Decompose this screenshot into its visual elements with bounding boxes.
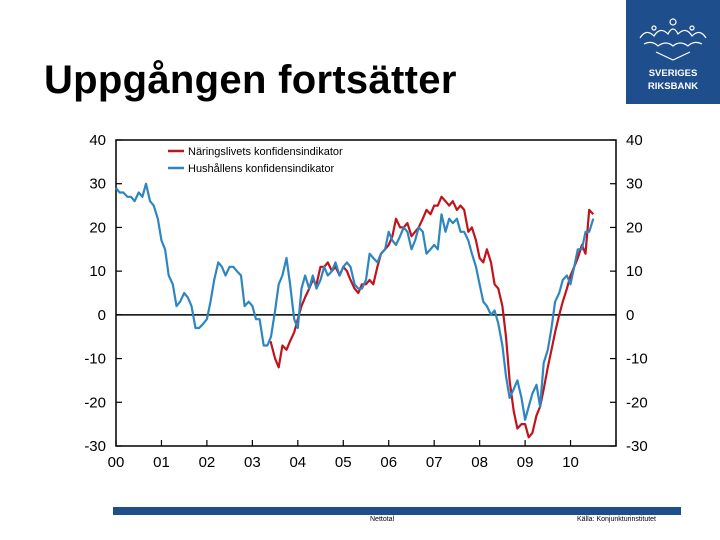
logo-text-line2: RIKSBANK: [648, 81, 698, 92]
x-tick-label: 01: [153, 454, 170, 471]
y-tick-label-left: 10: [89, 263, 106, 280]
chart-series: [115, 182, 595, 439]
y-tick-label-left: 20: [89, 219, 106, 236]
y-tick-label-right: 10: [626, 263, 643, 280]
y-tick-label-right: 20: [626, 219, 643, 236]
x-tick-label: 03: [244, 454, 261, 471]
series-line-naringsliv: [269, 195, 595, 439]
y-tick-label-right: -10: [626, 351, 648, 368]
crown-emblem-icon: [639, 18, 707, 61]
x-tick-label: 06: [380, 454, 397, 471]
x-tick-label: 04: [289, 454, 306, 471]
logo-background: [626, 0, 720, 104]
footer-bar: [113, 507, 681, 515]
y-tick-label-right: 40: [626, 132, 643, 149]
chart-axes: [115, 139, 617, 447]
y-tick-label-left: 0: [98, 307, 106, 324]
x-tick-label: 09: [517, 454, 534, 471]
legend-label: Näringslivets konfidensindikator: [188, 146, 343, 158]
y-tick-label-left: -20: [84, 394, 106, 411]
riksbank-logo: SVERIGES RIKSBANK: [626, 0, 720, 104]
x-tick-label: 08: [471, 454, 488, 471]
y-tick-label-right: -20: [626, 394, 648, 411]
y-tick-label-left: -10: [84, 351, 106, 368]
y-tick-label-left: 30: [89, 176, 106, 193]
x-tick-label: 07: [426, 454, 443, 471]
y-tick-label-right: 30: [626, 176, 643, 193]
unit-note: Nettotal: [370, 516, 395, 523]
chart-legend: Näringslivets konfidensindikator Hushålle…: [168, 146, 343, 175]
plot-frame: [115, 139, 617, 447]
legend-label: Hushållens konfidensindikator: [188, 163, 334, 175]
series-line-hushall: [115, 182, 595, 421]
x-tick-label: 05: [335, 454, 352, 471]
logo-text-line1: SVERIGES: [649, 68, 698, 79]
slide-title: Uppgången fortsätter: [44, 58, 457, 102]
y-tick-label-left: 40: [89, 132, 106, 149]
y-tick-label-right: 0: [626, 307, 634, 324]
x-tick-label: 02: [199, 454, 216, 471]
x-tick-label: 10: [562, 454, 579, 471]
y-tick-label-right: -30: [626, 438, 648, 455]
source-note: Källa: Konjunkturinstitutet: [577, 516, 656, 523]
y-tick-label-left: -30: [84, 438, 106, 455]
x-tick-label: 00: [108, 454, 125, 471]
